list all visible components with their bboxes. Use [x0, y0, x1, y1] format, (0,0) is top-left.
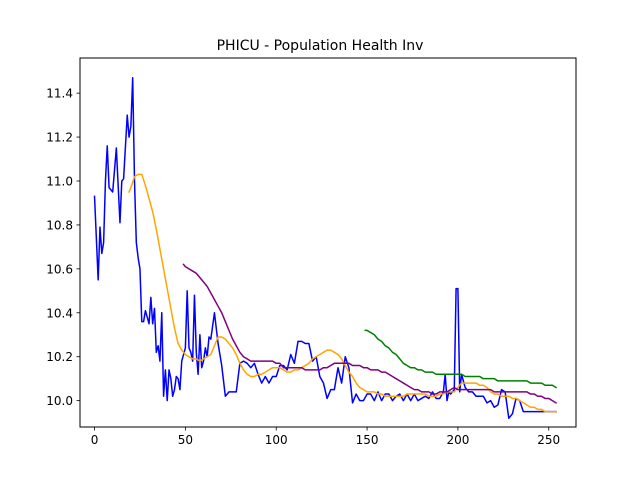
x-tick-label: 150: [356, 433, 379, 447]
series-group: [93, 77, 558, 419]
y-tick-label: 11.4: [46, 87, 73, 101]
series-line-1: [128, 173, 557, 413]
series-line-3: [364, 329, 558, 389]
y-tick-label: 10.0: [46, 394, 73, 408]
y-tick-label: 11.2: [46, 131, 73, 145]
y-axis: 10.0 10.2 10.4 10.6 10.8 11.0 11.2 11.4: [46, 87, 80, 408]
y-tick-label: 10.6: [46, 262, 73, 276]
x-tick-label: 100: [265, 433, 288, 447]
y-tick-label: 10.8: [46, 218, 73, 232]
y-tick-label: 10.4: [46, 306, 73, 320]
x-axis: 0 50 100 150 200 250: [91, 427, 560, 447]
axes-frame: [79, 57, 577, 428]
plot-area: [79, 57, 577, 428]
y-tick-label: 10.2: [46, 350, 73, 364]
x-tick-label: 50: [178, 433, 193, 447]
y-tick-label: 11.0: [46, 175, 73, 189]
x-tick-label: 0: [91, 433, 99, 447]
series-line-2: [182, 263, 558, 404]
chart-title: PHICU - Population Health Inv: [217, 38, 424, 54]
x-tick-label: 200: [446, 433, 469, 447]
axes-background: [80, 58, 576, 427]
x-tick-label: 250: [537, 433, 560, 447]
